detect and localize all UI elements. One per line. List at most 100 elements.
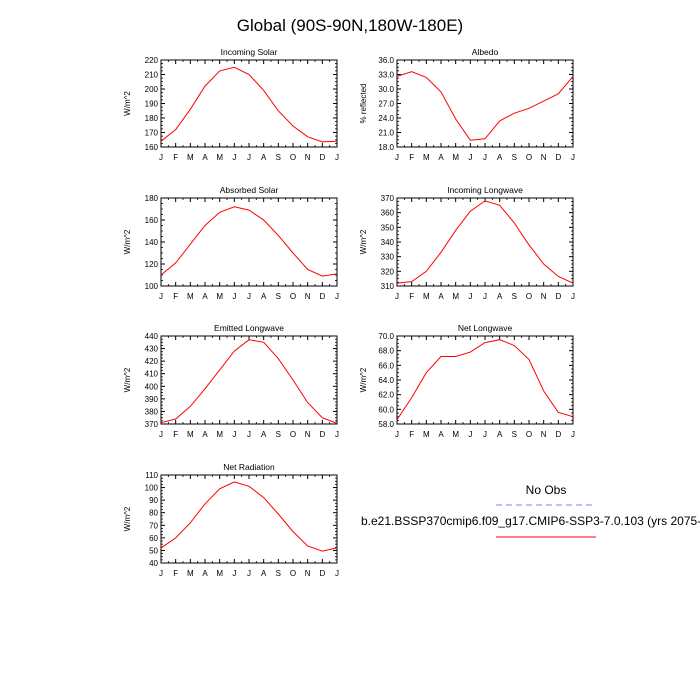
x-tick-label: J (468, 153, 472, 162)
y-tick-label: 21.0 (378, 129, 394, 138)
panel-title: Absorbed Solar (220, 185, 279, 195)
x-tick-label: J (395, 292, 399, 301)
x-tick-label: J (247, 569, 251, 578)
x-tick-label: O (290, 569, 296, 578)
x-tick-label: A (438, 153, 444, 162)
x-tick-label: J (247, 153, 251, 162)
x-tick-label: D (555, 292, 561, 301)
x-tick-label: A (497, 153, 503, 162)
main-title: Global (90S-90N,180W-180E) (237, 16, 463, 35)
x-tick-label: N (541, 292, 547, 301)
panel-incoming-solar: J F M A M J J A S O N D J160170180190200210220Incomi… (123, 47, 339, 162)
y-tick-label: 180 (145, 194, 159, 203)
y-tick-label: 62.0 (378, 391, 394, 400)
x-tick-label: J (232, 430, 236, 439)
x-tick-label: J (483, 430, 487, 439)
x-tick-label: M (423, 153, 430, 162)
panel-title: Incoming Solar (221, 47, 278, 57)
x-tick-label: O (526, 153, 532, 162)
y-tick-label: 100 (145, 484, 159, 493)
x-tick-label: N (305, 430, 311, 439)
x-tick-label: M (187, 569, 194, 578)
y-tick-label: 390 (145, 395, 159, 404)
x-tick-label: S (276, 430, 281, 439)
x-tick-label: N (305, 569, 311, 578)
x-tick-label: D (319, 430, 325, 439)
x-tick-label: M (452, 430, 459, 439)
panel-title: Emitted Longwave (214, 323, 284, 333)
x-tick-label: S (512, 430, 517, 439)
y-tick-label: 27.0 (378, 100, 394, 109)
x-tick-label: F (173, 569, 178, 578)
panel-incoming-longwave: J F M A M J J A S O N D J310320330340350360370Incomi… (359, 185, 575, 301)
x-tick-label: M (216, 292, 223, 301)
plot-frame (160, 335, 338, 425)
x-tick-label: O (526, 430, 532, 439)
x-tick-label: O (290, 430, 296, 439)
y-tick-label: 58.0 (378, 420, 394, 429)
x-tick-label: A (202, 153, 208, 162)
x-tick-label: F (173, 292, 178, 301)
x-tick-label: A (261, 292, 267, 301)
panel-title: Incoming Longwave (447, 185, 523, 195)
x-tick-label: F (409, 292, 414, 301)
panel-net-longwave: J F M A M J J A S O N D J58.060.062.064.066.068.070.… (359, 323, 575, 439)
y-axis-label: W/m^2 (123, 229, 132, 254)
y-tick-label: 40 (149, 559, 158, 568)
y-tick-label: 190 (145, 100, 159, 109)
x-tick-label: F (173, 430, 178, 439)
y-tick-label: 180 (145, 114, 159, 123)
y-tick-label: 80 (149, 509, 158, 518)
x-tick-label: F (409, 153, 414, 162)
x-tick-label: J (483, 153, 487, 162)
x-tick-label: M (423, 430, 430, 439)
y-tick-label: 380 (145, 407, 159, 416)
x-tick-label: A (438, 292, 444, 301)
y-axis-label: W/m^2 (123, 91, 132, 116)
x-tick-label: J (247, 292, 251, 301)
x-tick-label: A (261, 569, 267, 578)
x-tick-label: O (290, 153, 296, 162)
y-tick-label: 370 (381, 194, 395, 203)
y-tick-label: 330 (381, 253, 395, 262)
y-tick-label: 350 (381, 223, 395, 232)
x-tick-label: J (335, 153, 339, 162)
x-tick-label: J (571, 292, 575, 301)
y-axis-label: W/m^2 (359, 367, 368, 392)
x-tick-label: O (290, 292, 296, 301)
x-tick-label: A (202, 430, 208, 439)
x-tick-label: M (452, 292, 459, 301)
x-tick-label: N (541, 153, 547, 162)
y-tick-label: 310 (381, 282, 395, 291)
y-tick-label: 370 (145, 420, 159, 429)
y-tick-label: 440 (145, 332, 159, 341)
y-tick-label: 90 (149, 496, 158, 505)
legend: No Obs b.e21.BSSP370cmip6.f09_g17.CMIP6-… (361, 483, 700, 538)
x-tick-label: J (335, 430, 339, 439)
y-axis-label: W/m^2 (359, 229, 368, 254)
plot-frame (396, 335, 574, 425)
x-tick-label: O (526, 292, 532, 301)
y-tick-label: 210 (145, 71, 159, 80)
x-tick-label: J (571, 430, 575, 439)
plot-frame (160, 474, 338, 564)
x-tick-label: M (187, 153, 194, 162)
x-tick-label: M (216, 569, 223, 578)
y-tick-label: 110 (145, 471, 158, 480)
series-line-net-radiation (160, 481, 338, 552)
series-line-emitted-longwave (160, 339, 338, 424)
y-tick-label: 68.0 (378, 347, 394, 356)
x-tick-label: J (232, 292, 236, 301)
x-tick-label: A (497, 430, 503, 439)
x-tick-label: N (305, 153, 311, 162)
x-tick-label: S (276, 292, 281, 301)
x-tick-label: D (555, 430, 561, 439)
y-tick-label: 100 (145, 282, 159, 291)
x-tick-label: J (395, 430, 399, 439)
x-tick-label: M (187, 292, 194, 301)
series-line-albedo (396, 71, 574, 141)
series-line-absorbed-solar (160, 206, 338, 277)
x-tick-label: A (438, 430, 444, 439)
y-tick-label: 360 (381, 209, 395, 218)
